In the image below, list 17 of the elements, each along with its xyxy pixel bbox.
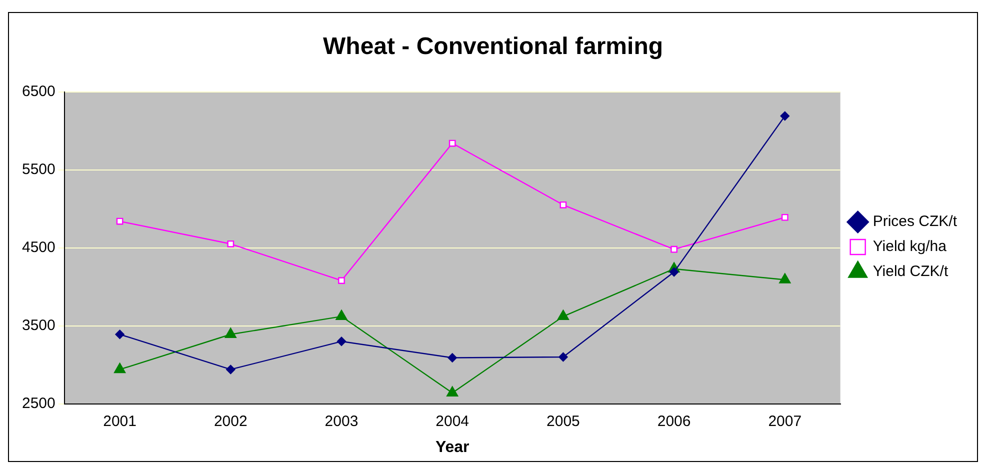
y-tick-label: 5500 [22,160,56,178]
x-tick-label: 2001 [103,412,136,430]
y-tick-label: 6500 [22,82,56,100]
legend-label: Yield kg/ha [872,238,948,256]
x-tick-label: 2003 [324,412,358,430]
x-tick-label: 2002 [214,412,248,430]
x-tick-label: 2004 [436,412,470,430]
y-tick-label: 4500 [22,238,56,256]
legend-label: Yield CZK/t [872,263,949,280]
x-tick-label: 2007 [768,412,802,430]
x-axis-title: Year [435,438,470,456]
x-tick-label: 2005 [546,412,580,430]
y-tick-label: 3500 [22,316,56,334]
chart-title: Wheat - Conventional farming [322,33,664,60]
x-tick-label: 2006 [657,412,691,430]
legend-label: Prices CZK/t [872,213,958,230]
y-tick-label: 2500 [22,394,56,412]
